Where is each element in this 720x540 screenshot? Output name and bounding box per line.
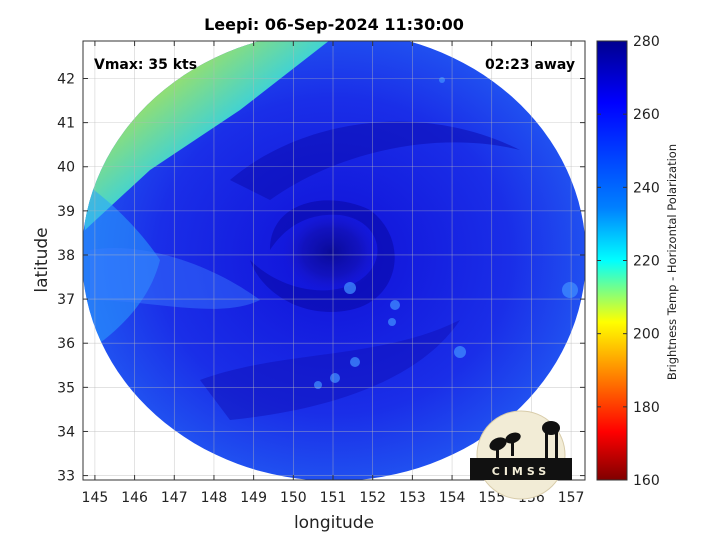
y-tick-label: 34	[57, 424, 75, 440]
x-tick-label: 145	[82, 490, 109, 506]
vmax-label: Vmax: 35 kts	[94, 57, 197, 73]
cimss-logo: CIMSS	[470, 410, 572, 500]
streak-west	[90, 248, 260, 309]
colorbar-tick-label: 200	[633, 327, 660, 343]
colorbar-tick-label: 260	[633, 107, 660, 123]
x-tick-label: 155	[478, 490, 505, 506]
chart-title: Leepi: 06-Sep-2024 11:30:00	[204, 15, 464, 34]
colorbar-tick-label: 160	[633, 473, 660, 489]
cool-edge-west	[83, 180, 160, 350]
y-tick-label: 35	[57, 380, 75, 396]
x-tick-label: 157	[558, 490, 585, 506]
y-tick-label: 41	[57, 116, 75, 132]
y-tick-label: 33	[57, 469, 75, 485]
rain-band-south	[200, 320, 460, 420]
y-axis-ticks: 33 34 35 36 37 38 39 40 41 42	[57, 72, 585, 485]
cimss-logo-text: CIMSS	[492, 465, 550, 478]
y-tick-label: 38	[57, 248, 75, 264]
x-tick-label: 150	[280, 490, 307, 506]
x-tick-label: 146	[121, 490, 148, 506]
x-tick-label: 152	[359, 490, 386, 506]
y-tick-label: 37	[57, 292, 75, 308]
y-tick-label: 36	[57, 336, 75, 352]
plot-frame	[82, 40, 586, 481]
x-tick-label: 147	[161, 490, 188, 506]
colorbar-tick-label: 240	[633, 180, 660, 196]
time-away-label: 02:23 away	[485, 57, 575, 73]
y-axis-label: latitude	[32, 227, 52, 292]
y-tick-label: 40	[57, 160, 75, 176]
colorbar-ticks: 160 180 200 220 240 260 280	[597, 34, 660, 489]
rain-band-north	[230, 121, 520, 200]
x-axis-label: longitude	[294, 513, 374, 533]
colorbar-tick-label: 220	[633, 254, 660, 270]
y-tick-label: 42	[57, 72, 75, 88]
x-tick-label: 148	[201, 490, 228, 506]
x-tick-label: 151	[320, 490, 347, 506]
storm-eye	[283, 212, 379, 292]
x-axis-ticks: 145146147148149150151152153154155156157	[82, 41, 585, 506]
colorbar	[596, 40, 628, 481]
x-tick-label: 154	[439, 490, 466, 506]
colorbar-label: Brightness Temp - Horizontal Polarizatio…	[665, 144, 679, 380]
colorbar-tick-label: 280	[633, 34, 660, 50]
x-tick-label: 153	[399, 490, 426, 506]
swath-image	[83, 41, 585, 480]
x-tick-label: 149	[240, 490, 267, 506]
y-tick-label: 39	[57, 204, 75, 220]
colorbar-tick-label: 180	[633, 400, 660, 416]
